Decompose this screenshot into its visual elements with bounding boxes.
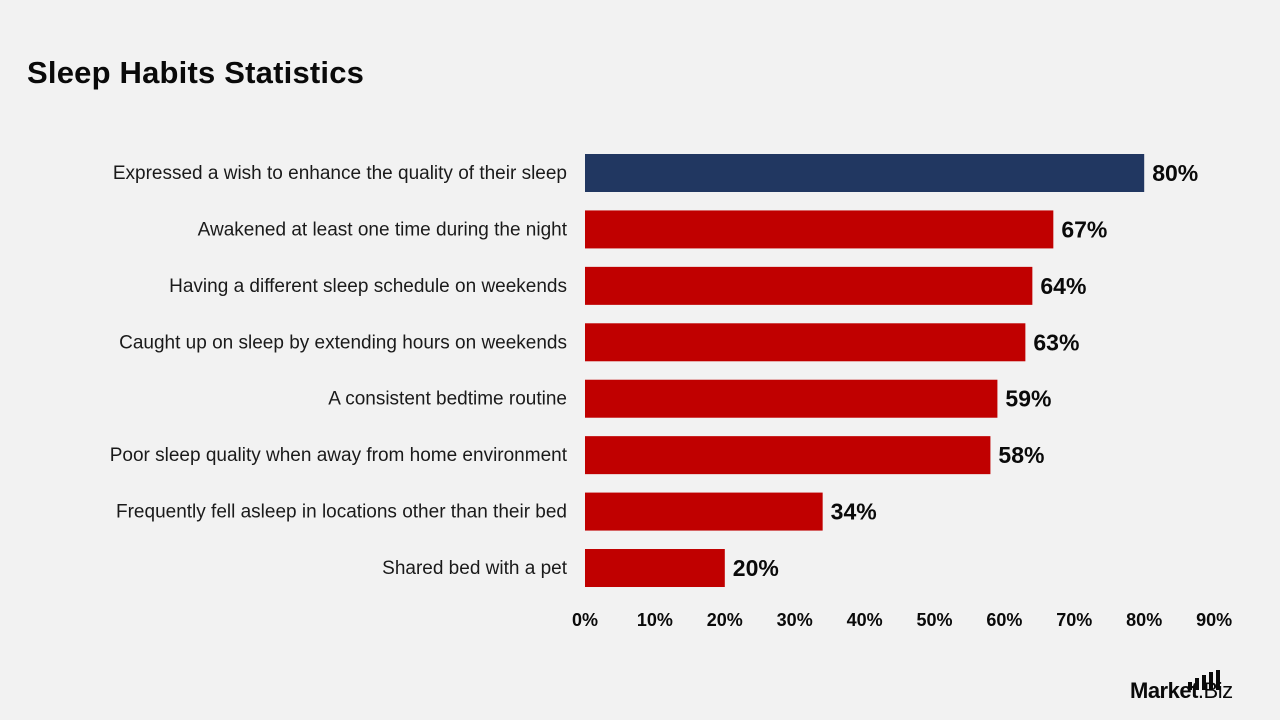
bar [585, 154, 1145, 192]
bar [585, 379, 998, 418]
x-tick-label: 20% [707, 610, 743, 630]
bar [585, 323, 1026, 362]
category-label: A consistent bedtime routine [328, 389, 567, 410]
category-label: Having a different sleep schedule on wee… [169, 276, 567, 297]
x-tick-label: 80% [1126, 610, 1162, 630]
category-label: Shared bed with a pet [382, 558, 568, 579]
bar [585, 266, 1033, 305]
x-tick-label: 30% [777, 610, 813, 630]
data-label: 58% [998, 442, 1044, 468]
logo-bars-icon [1188, 670, 1220, 690]
brand-wordmark: Market.Biz [1130, 678, 1233, 704]
x-tick-label: 70% [1056, 610, 1092, 630]
x-tick-label: 0% [572, 610, 598, 630]
chart-title: Sleep Habits Statistics [27, 55, 365, 90]
category-label: Poor sleep quality when away from home e… [110, 445, 568, 466]
category-label: Frequently fell asleep in locations othe… [116, 502, 567, 523]
category-label: Awakened at least one time during the ni… [198, 219, 568, 240]
x-tick-label: 90% [1196, 610, 1232, 630]
data-label: 80% [1152, 160, 1198, 186]
data-label: 64% [1040, 273, 1086, 299]
bar [585, 210, 1054, 249]
brand-name: Market [1130, 678, 1198, 703]
bar [585, 436, 991, 475]
data-label: 34% [831, 499, 877, 525]
x-tick-label: 50% [916, 610, 952, 630]
category-label: Caught up on sleep by extending hours on… [119, 332, 567, 353]
x-tick-label: 60% [986, 610, 1022, 630]
brand-logo: Market.Biz [1130, 668, 1260, 708]
brand-suffix: .Biz [1197, 678, 1233, 703]
data-label: 67% [1061, 216, 1107, 242]
category-label: Expressed a wish to enhance the quality … [113, 163, 567, 184]
x-tick-label: 10% [637, 610, 673, 630]
x-tick-label: 40% [847, 610, 883, 630]
bar [585, 492, 823, 531]
data-label: 20% [733, 555, 779, 581]
data-label: 59% [1005, 386, 1051, 412]
data-label: 63% [1033, 329, 1079, 355]
bar [585, 549, 725, 588]
